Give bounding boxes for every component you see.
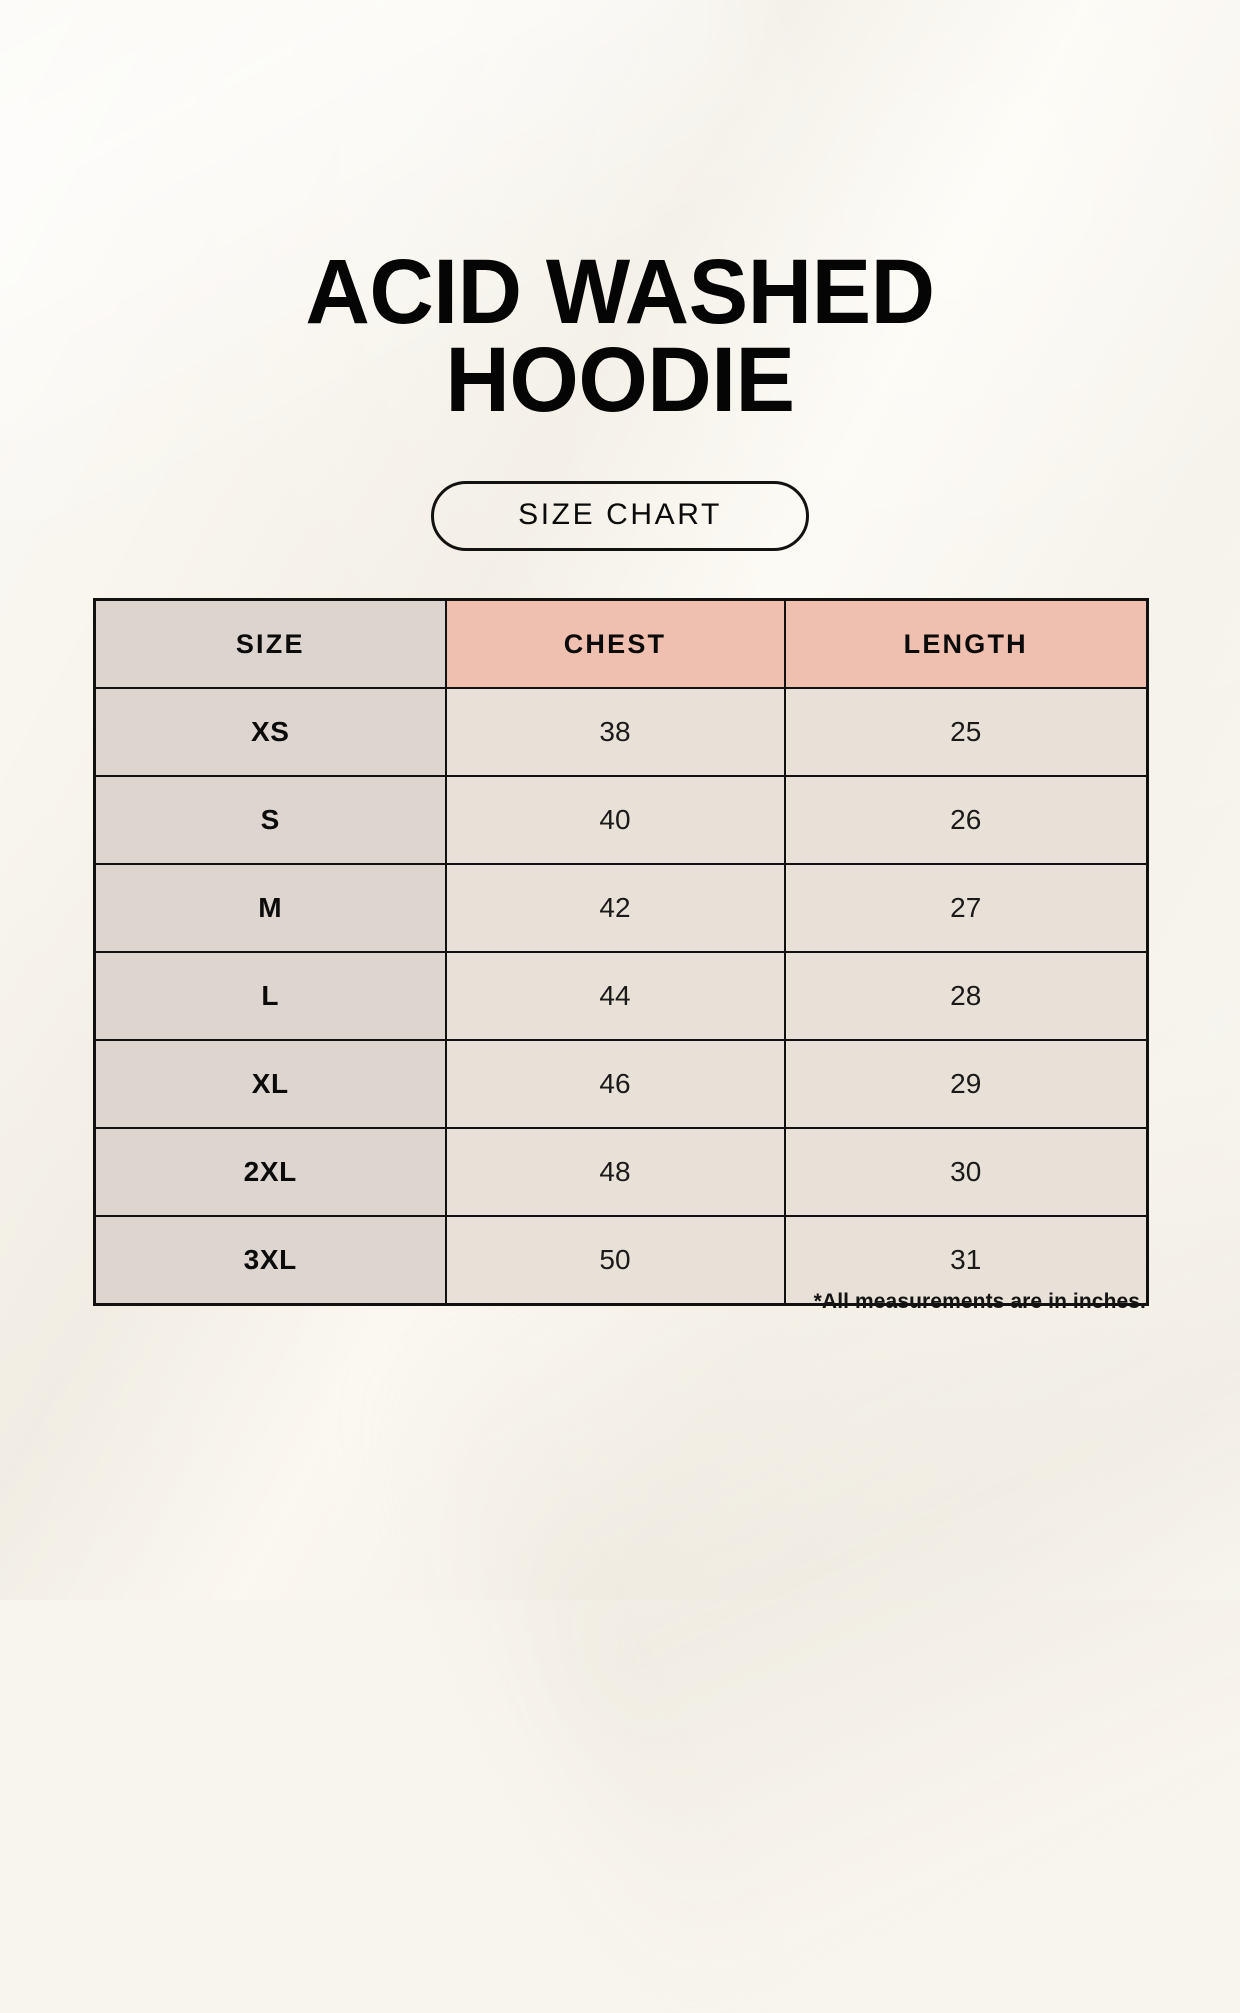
table-row: 3XL 50 31 bbox=[93, 1215, 1149, 1306]
cell-size: XS bbox=[93, 687, 447, 777]
cell-length: 28 bbox=[783, 951, 1149, 1041]
cell-chest: 38 bbox=[444, 687, 786, 777]
table-row: M 42 27 bbox=[93, 863, 1149, 953]
cell-chest: 46 bbox=[444, 1039, 786, 1129]
size-chart-table: SIZE CHEST LENGTH XS 38 25 S 40 26 M 42 … bbox=[93, 598, 1149, 1306]
table-row: XS 38 25 bbox=[93, 687, 1149, 777]
cell-chest: 48 bbox=[444, 1127, 786, 1217]
table-row: S 40 26 bbox=[93, 775, 1149, 865]
page-title-line-2: HOODIE bbox=[445, 329, 795, 432]
column-header-chest: CHEST bbox=[444, 598, 786, 689]
cell-chest: 50 bbox=[444, 1215, 786, 1306]
table-row: 2XL 48 30 bbox=[93, 1127, 1149, 1217]
cell-chest: 40 bbox=[444, 775, 786, 865]
column-header-length: LENGTH bbox=[783, 598, 1149, 689]
cell-size: S bbox=[93, 775, 447, 865]
page-title-line-1: ACID WASHED bbox=[305, 241, 935, 343]
cell-size: 2XL bbox=[93, 1127, 447, 1217]
cell-length: 29 bbox=[783, 1039, 1149, 1129]
table-header-row: SIZE CHEST LENGTH bbox=[93, 598, 1149, 689]
cell-size: XL bbox=[93, 1039, 447, 1129]
cell-length: 27 bbox=[783, 863, 1149, 953]
cell-chest: 42 bbox=[444, 863, 786, 953]
column-header-size: SIZE bbox=[93, 598, 447, 689]
table-row: L 44 28 bbox=[93, 951, 1149, 1041]
cell-length: 26 bbox=[783, 775, 1149, 865]
cell-size: M bbox=[93, 863, 447, 953]
size-chart-badge-container: SIZE CHART bbox=[0, 481, 1240, 551]
size-chart-badge: SIZE CHART bbox=[431, 481, 809, 551]
page-title: ACID WASHED HOODIE bbox=[0, 241, 1240, 432]
cell-length: 25 bbox=[783, 687, 1149, 777]
cell-size: 3XL bbox=[93, 1215, 447, 1306]
cell-size: L bbox=[93, 951, 447, 1041]
cell-length: 31 bbox=[783, 1215, 1149, 1306]
measurement-unit-note: *All measurements are in inches. bbox=[813, 1290, 1146, 1313]
cell-chest: 44 bbox=[444, 951, 786, 1041]
cell-length: 30 bbox=[783, 1127, 1149, 1217]
table-row: XL 46 29 bbox=[93, 1039, 1149, 1129]
